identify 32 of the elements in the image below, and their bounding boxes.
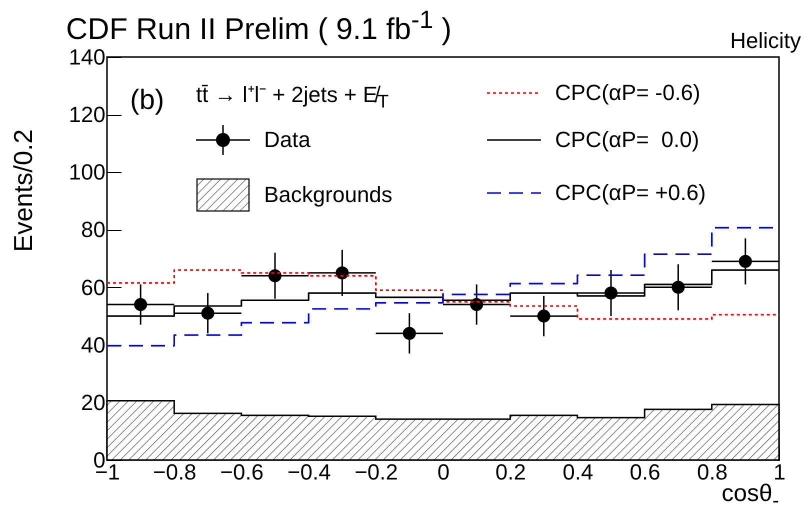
x-tick-label: −0.4: [287, 460, 331, 484]
x-tick-label: −0.2: [354, 460, 398, 484]
y-axis-title: Events/0.2: [8, 129, 39, 252]
y-tick-label: 80: [81, 217, 106, 242]
legend-label: CPC(αP= -0.6): [555, 80, 700, 106]
point: [134, 298, 148, 312]
x-tick-label: 0.2: [495, 460, 526, 484]
x-tick-label: −0.8: [152, 460, 196, 484]
legend-label: CPC(αP= 0.0): [555, 127, 700, 153]
point: [738, 254, 752, 268]
point: [268, 269, 282, 282]
chart-title: CDF Run II Prelim ( 9.1 fb$^{-1}$ ): [66, 6, 452, 47]
y-tick-label: 100: [68, 160, 106, 185]
point: [336, 266, 349, 280]
x-tick-label: 0.6: [630, 460, 660, 484]
y-tick-label: 140: [68, 44, 106, 70]
y-tick-label: 20: [81, 390, 106, 415]
legend-label: Backgrounds: [264, 182, 392, 208]
annotation: tt̄ → l⁺l⁻ + 2jets + E̸$_{T}$: [196, 81, 389, 112]
annotation: (b): [130, 84, 164, 116]
y-tick-label: 120: [68, 102, 106, 128]
x-tick-label: 0.4: [562, 460, 594, 484]
x-tick-label: 0: [437, 460, 450, 484]
legend-label: CPC(αP= +0.6): [555, 180, 706, 206]
x-tick-label: −0.6: [220, 460, 264, 484]
y-tick-label: 60: [81, 274, 106, 300]
legend-label: Data: [264, 127, 310, 153]
point: [201, 306, 214, 320]
point: [402, 326, 416, 340]
point: [537, 310, 550, 323]
y-tick-label: 40: [81, 332, 106, 358]
text: Helicity: [730, 28, 801, 54]
